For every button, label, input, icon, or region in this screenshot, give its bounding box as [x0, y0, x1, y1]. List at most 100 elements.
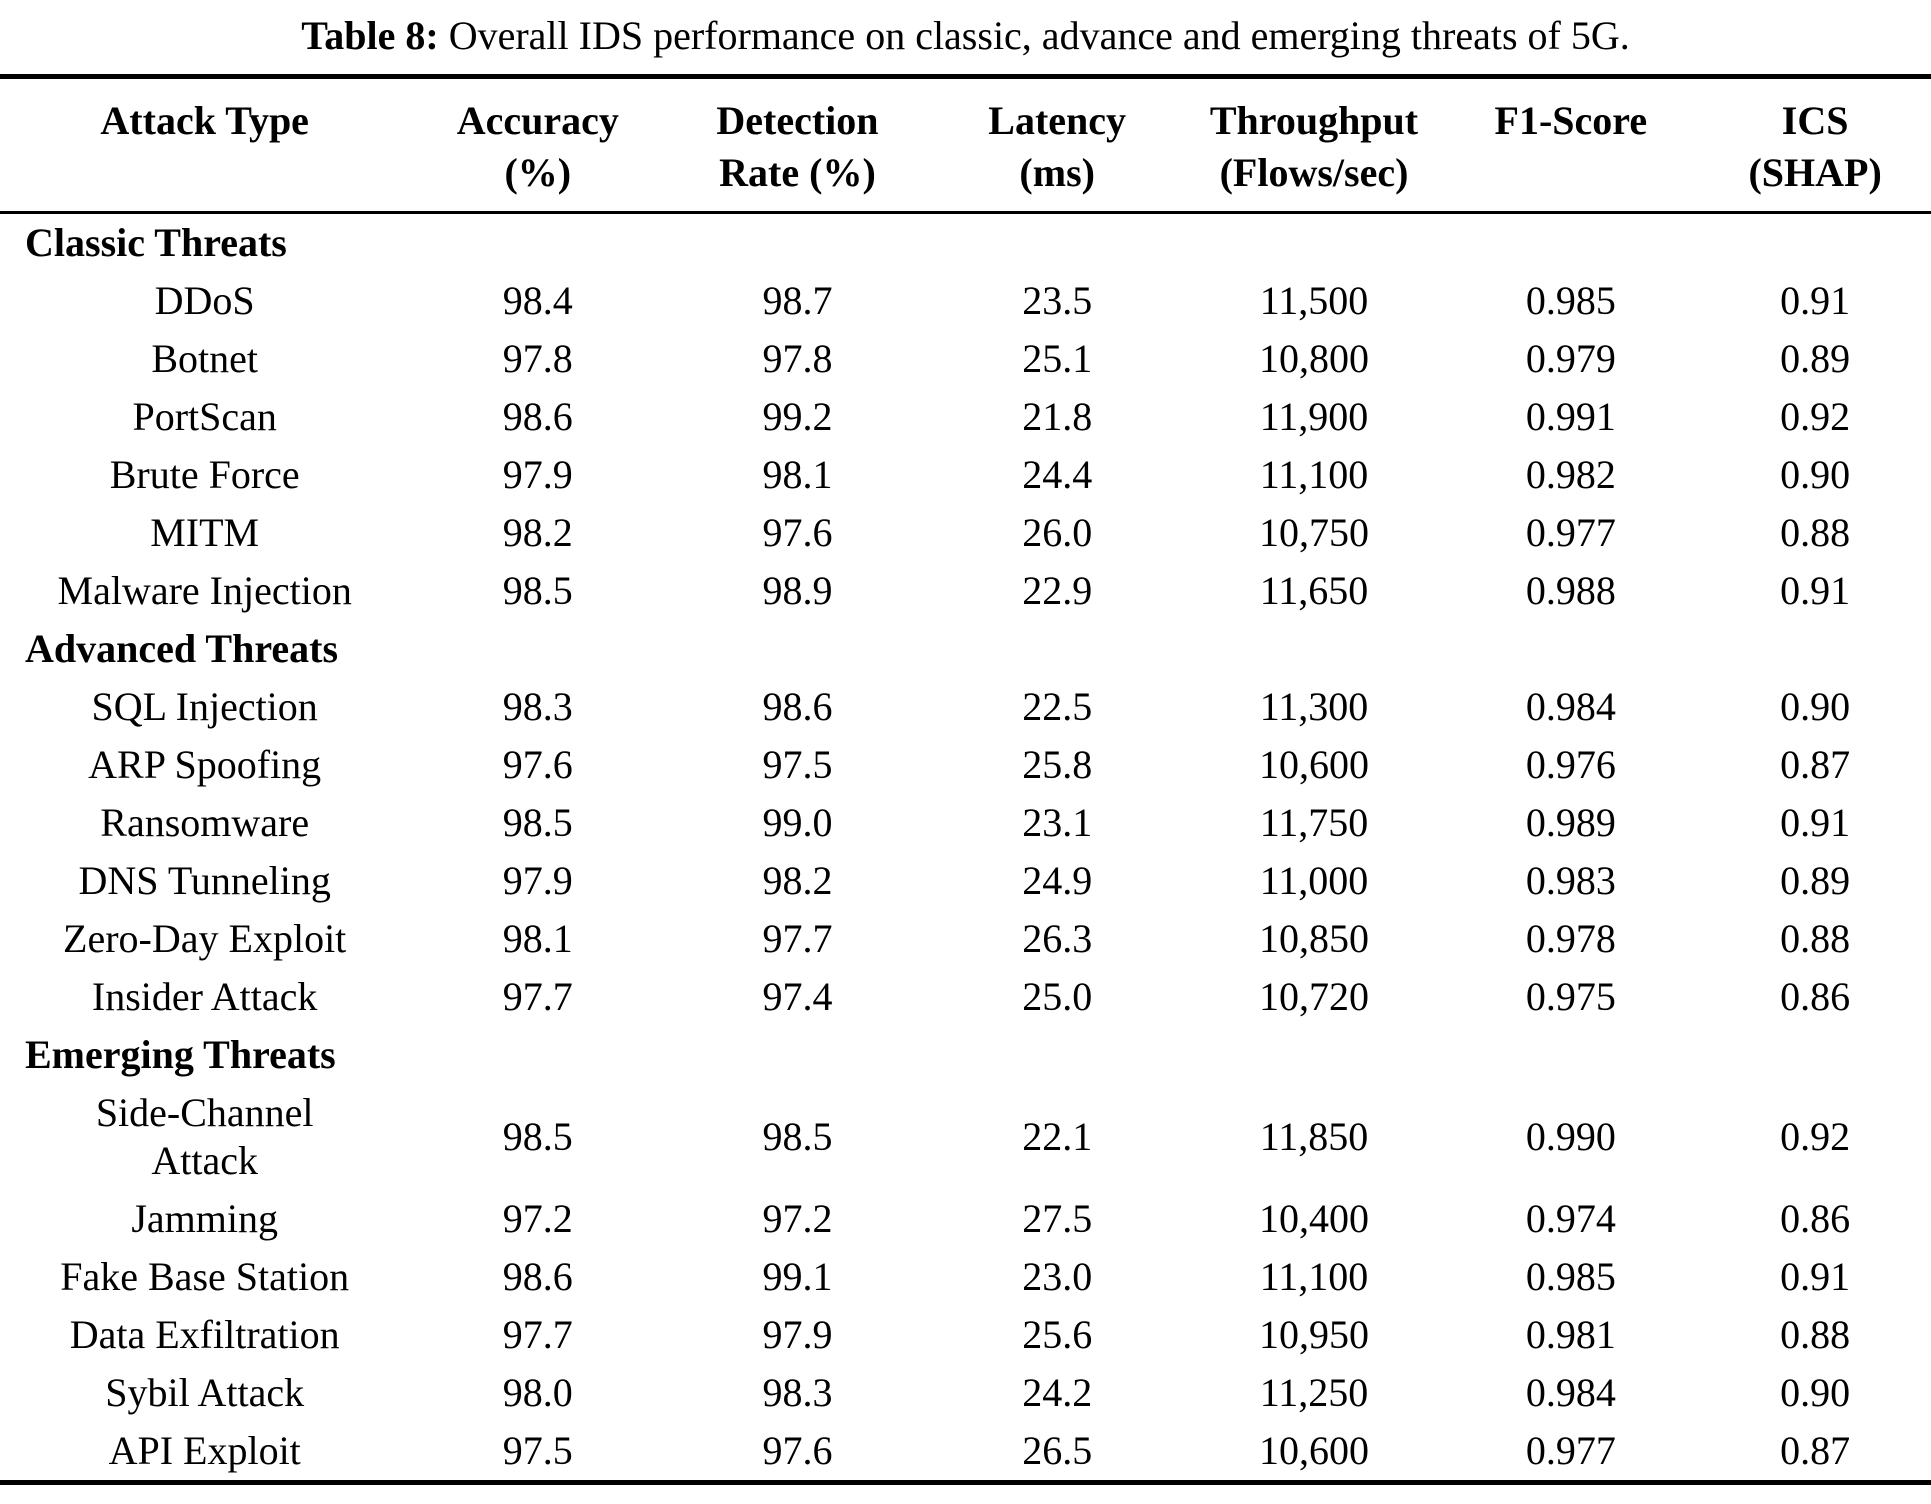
data-row: MITM 98.2 97.6 26.0 10,750 0.977 0.88 [0, 504, 1931, 562]
cell-ics: 0.86 [1780, 974, 1851, 1019]
cell-ics: 0.90 [1780, 452, 1851, 497]
col-header-line1: Accuracy [456, 98, 619, 143]
cell-f1: 0.990 [1525, 1114, 1616, 1159]
section-label: Classic Threats [25, 220, 287, 265]
cell-detection-rate: 98.7 [762, 278, 833, 323]
cell-attack: Data Exfiltration [69, 1312, 340, 1357]
cell-latency: 21.8 [1022, 394, 1093, 439]
col-header-line1: Throughput [1209, 98, 1419, 143]
data-row: API Exploit 97.5 97.6 26.5 10,600 0.977 0.87 [0, 1422, 1931, 1483]
cell-f1: 0.985 [1525, 278, 1616, 323]
section-label: Advanced Threats [25, 626, 339, 671]
cell-throughput: 10,400 [1259, 1196, 1369, 1241]
cell-detection-rate: 97.2 [762, 1196, 833, 1241]
cell-attack: Botnet [151, 336, 259, 381]
cell-latency: 26.5 [1022, 1428, 1093, 1473]
cell-throughput: 11,300 [1259, 684, 1369, 729]
cell-f1: 0.989 [1525, 800, 1616, 845]
data-row: ARP Spoofing 97.6 97.5 25.8 10,600 0.976 0.87 [0, 736, 1931, 794]
cell-f1: 0.977 [1525, 1428, 1616, 1473]
col-header-line2: Rate (%) [719, 150, 876, 195]
data-row: SQL Injection 98.3 98.6 22.5 11,300 0.984 0.90 [0, 678, 1931, 736]
cell-f1: 0.988 [1525, 568, 1616, 613]
cell-accuracy: 98.0 [502, 1370, 573, 1415]
cell-f1: 0.984 [1525, 1370, 1616, 1415]
cell-f1: 0.991 [1525, 394, 1616, 439]
data-row: Botnet 97.8 97.8 25.1 10,800 0.979 0.89 [0, 330, 1931, 388]
cell-latency: 25.8 [1022, 742, 1093, 787]
cell-accuracy: 98.5 [502, 1114, 573, 1159]
cell-accuracy: 98.6 [502, 1254, 573, 1299]
cell-attack: DNS Tunneling [78, 858, 331, 903]
cell-throughput: 10,750 [1259, 510, 1369, 555]
cell-attack: Brute Force [109, 452, 300, 497]
cell-ics: 0.87 [1780, 1428, 1851, 1473]
cell-detection-rate: 97.6 [762, 1428, 833, 1473]
cell-attack: Jamming [131, 1196, 279, 1241]
cell-detection-rate: 98.1 [762, 452, 833, 497]
col-header-attack-type: Attack Type [0, 77, 409, 213]
cell-latency: 25.6 [1022, 1312, 1093, 1357]
cell-detection-rate: 98.9 [762, 568, 833, 613]
cell-detection-rate: 98.5 [762, 1114, 833, 1159]
cell-attack: Zero-Day Exploit [63, 916, 347, 961]
cell-accuracy: 97.9 [502, 858, 573, 903]
cell-attack: Side-Channel Attack [95, 1090, 314, 1183]
ids-performance-table: Attack Type Accuracy (%) Detection Rate … [0, 74, 1931, 1485]
cell-attack: DDoS [154, 278, 255, 323]
cell-accuracy: 97.6 [502, 742, 573, 787]
cell-throughput: 11,500 [1259, 278, 1369, 323]
col-header-line1: Attack Type [100, 98, 309, 143]
col-header-line1: F1-Score [1494, 98, 1648, 143]
data-row: Malware Injection 98.5 98.9 22.9 11,650 0.988… [0, 562, 1931, 620]
table-caption: Table 8: Overall IDS performance on class… [0, 0, 1931, 74]
cell-attack: Ransomware [100, 800, 310, 845]
col-header-line1: ICS [1781, 98, 1849, 143]
cell-latency: 23.5 [1022, 278, 1093, 323]
data-row: Zero-Day Exploit 98.1 97.7 26.3 10,850 0.978 0… [0, 910, 1931, 968]
cell-ics: 0.91 [1780, 800, 1851, 845]
cell-ics: 0.87 [1780, 742, 1851, 787]
cell-accuracy: 97.7 [502, 974, 573, 1019]
cell-latency: 22.1 [1022, 1114, 1093, 1159]
cell-attack: PortScan [132, 394, 277, 439]
data-row: Jamming 97.2 97.2 27.5 10,400 0.974 0.86 [0, 1190, 1931, 1248]
cell-throughput: 10,600 [1259, 1428, 1369, 1473]
cell-latency: 23.0 [1022, 1254, 1093, 1299]
cell-accuracy: 97.5 [502, 1428, 573, 1473]
cell-throughput: 11,650 [1259, 568, 1369, 613]
cell-f1: 0.984 [1525, 684, 1616, 729]
cell-throughput: 10,800 [1259, 336, 1369, 381]
cell-attack: Insider Attack [91, 974, 318, 1019]
cell-throughput: 11,250 [1259, 1370, 1369, 1415]
cell-detection-rate: 97.4 [762, 974, 833, 1019]
cell-detection-rate: 97.9 [762, 1312, 833, 1357]
data-row: Side-Channel Attack 98.5 98.5 22.1 11,850 0.99… [0, 1084, 1931, 1190]
cell-throughput: 11,750 [1259, 800, 1369, 845]
cell-accuracy: 97.2 [502, 1196, 573, 1241]
cell-accuracy: 97.7 [502, 1312, 573, 1357]
section-label: Emerging Threats [25, 1032, 336, 1077]
cell-throughput: 11,100 [1259, 452, 1369, 497]
cell-throughput: 11,000 [1259, 858, 1369, 903]
cell-f1: 0.976 [1525, 742, 1616, 787]
cell-latency: 25.1 [1022, 336, 1093, 381]
data-row: Fake Base Station 98.6 99.1 23.0 11,100 0.985… [0, 1248, 1931, 1306]
data-row: Insider Attack 97.7 97.4 25.0 10,720 0.975 0.8… [0, 968, 1931, 1026]
cell-latency: 26.0 [1022, 510, 1093, 555]
cell-f1: 0.977 [1525, 510, 1616, 555]
cell-latency: 22.9 [1022, 568, 1093, 613]
cell-ics: 0.88 [1780, 916, 1851, 961]
cell-accuracy: 98.3 [502, 684, 573, 729]
col-header-detection-rate: Detection Rate (%) [666, 77, 929, 213]
col-header-accuracy: Accuracy (%) [409, 77, 666, 213]
cell-accuracy: 97.9 [502, 452, 573, 497]
cell-latency: 25.0 [1022, 974, 1093, 1019]
cell-throughput: 10,950 [1259, 1312, 1369, 1357]
cell-detection-rate: 97.5 [762, 742, 833, 787]
col-header-line2: (%) [504, 150, 572, 195]
data-row: Ransomware 98.5 99.0 23.1 11,750 0.989 0.91 [0, 794, 1931, 852]
cell-accuracy: 98.2 [502, 510, 573, 555]
table-caption-text: Overall IDS performance on classic, adva… [448, 13, 1630, 58]
